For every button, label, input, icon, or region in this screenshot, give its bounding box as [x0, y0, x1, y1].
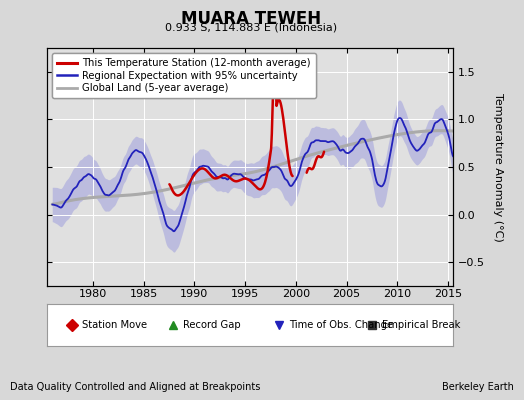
- Text: 1995: 1995: [231, 289, 259, 299]
- Text: 1980: 1980: [79, 289, 107, 299]
- Text: Empirical Break: Empirical Break: [382, 320, 461, 330]
- Text: 2015: 2015: [434, 289, 462, 299]
- Text: Record Gap: Record Gap: [183, 320, 241, 330]
- Text: 2005: 2005: [333, 289, 361, 299]
- Text: Station Move: Station Move: [82, 320, 147, 330]
- Text: MUARA TEWEH: MUARA TEWEH: [181, 10, 322, 28]
- Text: 2000: 2000: [282, 289, 310, 299]
- Y-axis label: Temperature Anomaly (°C): Temperature Anomaly (°C): [493, 93, 503, 241]
- Text: Berkeley Earth: Berkeley Earth: [442, 382, 514, 392]
- Text: 2010: 2010: [384, 289, 411, 299]
- Text: 0.933 S, 114.883 E (Indonesia): 0.933 S, 114.883 E (Indonesia): [166, 22, 337, 32]
- Legend: This Temperature Station (12-month average), Regional Expectation with 95% uncer: This Temperature Station (12-month avera…: [52, 53, 315, 98]
- Text: 1985: 1985: [129, 289, 158, 299]
- Text: Time of Obs. Change: Time of Obs. Change: [289, 320, 393, 330]
- Text: 1990: 1990: [180, 289, 209, 299]
- Text: Data Quality Controlled and Aligned at Breakpoints: Data Quality Controlled and Aligned at B…: [10, 382, 261, 392]
